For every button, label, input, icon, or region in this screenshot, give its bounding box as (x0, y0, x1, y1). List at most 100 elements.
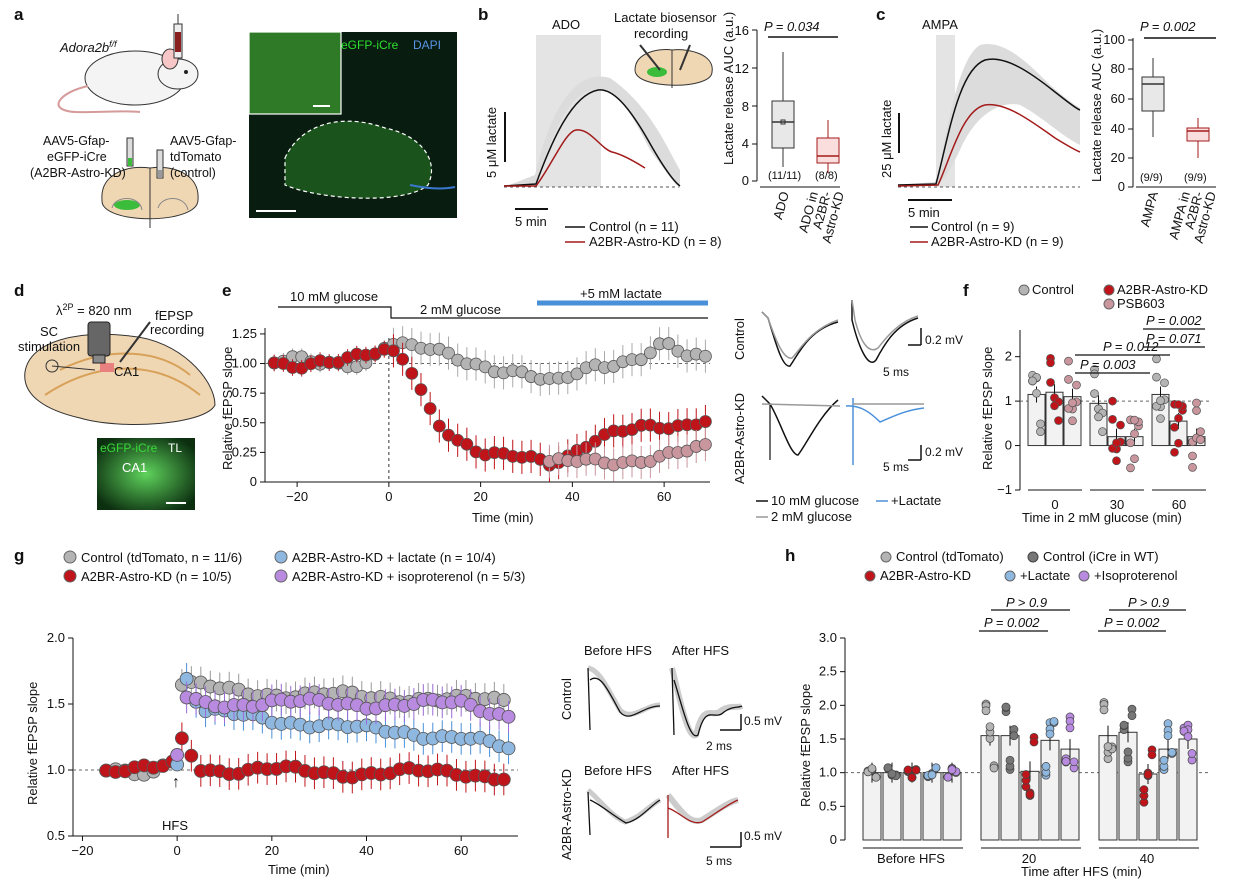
dot (1098, 427, 1107, 437)
auc-c-tick-40: 40 (1111, 121, 1125, 136)
auc-c-box-kd (1186, 118, 1210, 158)
group-label: 40 (1140, 851, 1154, 866)
auc-c-ylabel: Lactate release AUC (a.u.) (1089, 29, 1104, 182)
dot (947, 765, 957, 775)
x-tick-label: 0 (385, 489, 392, 504)
dot (1094, 412, 1103, 422)
dot (1127, 711, 1137, 720)
dot (1036, 427, 1045, 436)
dot (1116, 420, 1125, 430)
h-legend-icre: Control (iCre in WT) (1043, 549, 1159, 564)
y-tick-label: 2 (1005, 349, 1012, 364)
scale-y-b: 5 μM lactate (484, 107, 499, 178)
dot (1108, 396, 1117, 406)
h-xlabel: Time after HFS (min) (1021, 864, 1142, 879)
trace-kd-c (897, 103, 1081, 187)
f-p-012: P = 0.012 (1103, 339, 1159, 354)
auc-b-tick-4: 4 (742, 136, 749, 151)
panel-letter-g: g (14, 546, 24, 565)
auc-b-tick-12: 12 (735, 61, 749, 76)
panel-letter-a: a (14, 5, 24, 24)
e-scale-mv-1: 0.2 mV (925, 333, 963, 347)
data-point (501, 709, 516, 724)
dot (1143, 770, 1153, 779)
dot (1032, 388, 1041, 398)
g-legend-iso: A2BR-Astro-KD + isoproterenol (n = 5/3) (292, 569, 525, 584)
group-label: 20 (1022, 851, 1036, 866)
group-label: 30 (1110, 497, 1124, 512)
legend-c-kd: A2BR-Astro-KD (n = 9) (931, 234, 1064, 249)
f-p-071: P = 0.071 (1146, 331, 1202, 346)
dot (1021, 770, 1031, 779)
dot (1156, 414, 1165, 423)
g-before-1: Before HFS (584, 643, 652, 658)
bar (862, 772, 882, 841)
y-tick-label: 1.00 (232, 356, 257, 371)
setup-label-1: Lactate biosensor (614, 10, 717, 25)
data-point (414, 383, 428, 397)
panel-letter-d: d (14, 281, 24, 300)
dot (1192, 398, 1201, 408)
auc-b-n-control: (11/11) (768, 170, 801, 182)
panel-h: h Control (tdTomato) Control (iCre in WT… (785, 546, 1210, 879)
auc-c-pvalue: P = 0.002 (1140, 19, 1196, 34)
x-tick-label: 0 (174, 843, 181, 858)
bar (980, 735, 1000, 841)
g-legend-lactate: A2BR-Astro-KD + lactate (n = 10/4) (292, 550, 496, 565)
dot (1183, 732, 1193, 741)
dot (927, 770, 937, 780)
f-xlabel: Time in 2 mM glucose (min) (1022, 510, 1182, 525)
dot (1025, 790, 1035, 799)
dot (887, 769, 897, 779)
data-point (387, 344, 400, 358)
auc-b-ylabel: Lactate release AUC (a.u.) (721, 12, 736, 165)
dot (1054, 416, 1063, 425)
x-tick-label: −20 (286, 489, 308, 504)
f-p-003: P = 0.003 (1080, 357, 1136, 372)
y-tick-label: 1.0 (47, 762, 65, 777)
auc-c-tick-100: 100 (1103, 32, 1125, 47)
dot (1156, 396, 1165, 405)
stim-label-c: AMPA (922, 17, 958, 32)
dot (1187, 749, 1197, 758)
e-traces (761, 299, 925, 465)
img-label-dapi: DAPI (413, 38, 441, 52)
dot (1046, 358, 1055, 368)
data-point (643, 346, 657, 360)
trace-control-b (503, 89, 681, 187)
dot (1130, 454, 1139, 464)
bar (1040, 739, 1060, 841)
sc-label-1: SC (40, 324, 58, 339)
dot (871, 772, 881, 782)
dot (903, 765, 913, 775)
legend-b-control: Control (n = 11) (589, 219, 679, 234)
h-legend-iso: +Isoproterenol (1094, 568, 1178, 583)
dot (1065, 723, 1075, 733)
mouse-illustration (57, 14, 199, 114)
data-point (662, 337, 676, 350)
virus-kd-line2: eGFP-iCre (47, 150, 107, 164)
dot (1152, 354, 1161, 364)
dot (1123, 747, 1133, 757)
dot (1147, 750, 1157, 760)
f-legend-control: Control (1032, 282, 1074, 297)
data-point (699, 438, 712, 451)
data-point (496, 772, 511, 787)
h-p-20-gt: P > 0.9 (1006, 595, 1047, 610)
dot (1050, 401, 1059, 411)
dot (1061, 757, 1071, 766)
y-tick-label: 0 (830, 832, 837, 847)
dot (1028, 376, 1037, 386)
trace-band-c (898, 44, 1080, 186)
y-tick-label: 0.75 (232, 385, 257, 400)
legend-b-kd: A2BR-Astro-KD (n = 8) (589, 234, 722, 249)
dot (1068, 416, 1077, 426)
panel-e: e 10 mM glucose 2 mM glucose +5 mM lacta… (220, 281, 963, 525)
dot (1046, 378, 1055, 387)
sc-label-2: stimulation (18, 339, 80, 354)
dot (1188, 463, 1197, 472)
auc-b-cat-ado: ADO (770, 190, 792, 221)
auc-c-n-control: (9/9) (1140, 172, 1163, 184)
virus-ctrl-line2: tdTomato (170, 150, 221, 164)
dot (1119, 720, 1129, 730)
